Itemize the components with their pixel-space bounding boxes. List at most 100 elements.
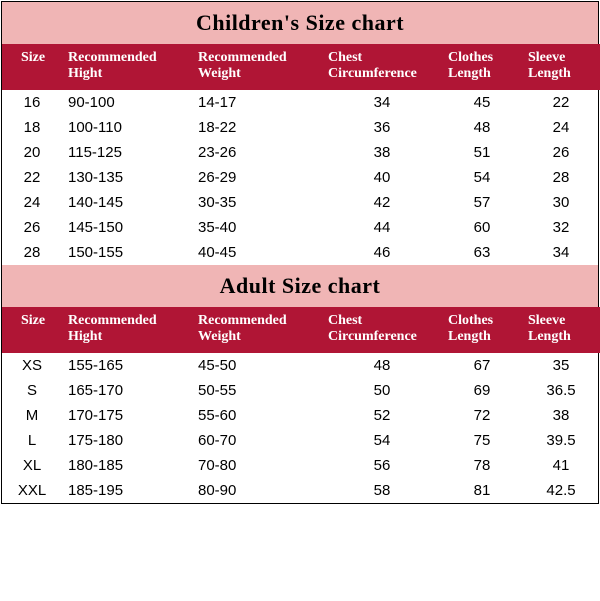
cell: 180-185 [62, 453, 192, 478]
cell: 16 [2, 90, 62, 115]
table-row: XL180-18570-80567841 [2, 453, 600, 478]
children-body: 1690-10014-1734452218100-11018-223648242… [2, 90, 600, 265]
cell: 48 [442, 115, 522, 140]
col-weight: RecommendedWeight [192, 44, 322, 90]
cell: 100-110 [62, 115, 192, 140]
table-row: 1690-10014-17344522 [2, 90, 600, 115]
cell: 42 [322, 190, 442, 215]
cell: 42.5 [522, 478, 600, 503]
cell: L [2, 428, 62, 453]
cell: 32 [522, 215, 600, 240]
cell: 185-195 [62, 478, 192, 503]
cell: 35-40 [192, 215, 322, 240]
cell: 30 [522, 190, 600, 215]
cell: 170-175 [62, 403, 192, 428]
table-row: 28150-15540-45466334 [2, 240, 600, 265]
cell: 81 [442, 478, 522, 503]
children-title: Children's Size chart [2, 2, 598, 44]
cell: 165-170 [62, 378, 192, 403]
col-weight: RecommendedWeight [192, 307, 322, 353]
cell: 78 [442, 453, 522, 478]
cell: 14-17 [192, 90, 322, 115]
cell: 30-35 [192, 190, 322, 215]
col-size: Size [2, 44, 62, 90]
cell: 35 [522, 353, 600, 378]
table-row: L175-18060-70547539.5 [2, 428, 600, 453]
cell: 28 [522, 165, 600, 190]
cell: 18 [2, 115, 62, 140]
cell: 36.5 [522, 378, 600, 403]
cell: 55-60 [192, 403, 322, 428]
cell: 46 [322, 240, 442, 265]
cell: 45-50 [192, 353, 322, 378]
table-row: M170-17555-60527238 [2, 403, 600, 428]
col-sleeve: SleeveLength [522, 44, 600, 90]
cell: 34 [322, 90, 442, 115]
cell: 80-90 [192, 478, 322, 503]
cell: 48 [322, 353, 442, 378]
col-sleeve: SleeveLength [522, 307, 600, 353]
cell: 155-165 [62, 353, 192, 378]
cell: 23-26 [192, 140, 322, 165]
children-header-row: Size RecommendedHight RecommendedWeight … [2, 44, 600, 90]
cell: 51 [442, 140, 522, 165]
cell: 36 [322, 115, 442, 140]
cell: 69 [442, 378, 522, 403]
cell: 38 [522, 403, 600, 428]
cell: 39.5 [522, 428, 600, 453]
cell: 28 [2, 240, 62, 265]
cell: 22 [522, 90, 600, 115]
cell: XXL [2, 478, 62, 503]
cell: 50-55 [192, 378, 322, 403]
adult-body: XS155-16545-50486735S165-17050-55506936.… [2, 353, 600, 503]
cell: XL [2, 453, 62, 478]
adult-table: Size RecommendedHight RecommendedWeight … [2, 307, 600, 503]
cell: 130-135 [62, 165, 192, 190]
cell: 40-45 [192, 240, 322, 265]
cell: 58 [322, 478, 442, 503]
cell: S [2, 378, 62, 403]
cell: 175-180 [62, 428, 192, 453]
col-size: Size [2, 307, 62, 353]
cell: 41 [522, 453, 600, 478]
col-chest: ChestCircumference [322, 44, 442, 90]
cell: 54 [442, 165, 522, 190]
cell: 60 [442, 215, 522, 240]
adult-header-row: Size RecommendedHight RecommendedWeight … [2, 307, 600, 353]
col-chest: ChestCircumference [322, 307, 442, 353]
cell: 90-100 [62, 90, 192, 115]
cell: 72 [442, 403, 522, 428]
cell: XS [2, 353, 62, 378]
col-height: RecommendedHight [62, 44, 192, 90]
cell: 45 [442, 90, 522, 115]
table-row: S165-17050-55506936.5 [2, 378, 600, 403]
cell: M [2, 403, 62, 428]
cell: 150-155 [62, 240, 192, 265]
cell: 57 [442, 190, 522, 215]
cell: 22 [2, 165, 62, 190]
table-row: 18100-11018-22364824 [2, 115, 600, 140]
cell: 26 [522, 140, 600, 165]
children-table: Size RecommendedHight RecommendedWeight … [2, 44, 600, 265]
col-clothes: ClothesLength [442, 307, 522, 353]
cell: 52 [322, 403, 442, 428]
cell: 140-145 [62, 190, 192, 215]
cell: 44 [322, 215, 442, 240]
table-row: 26145-15035-40446032 [2, 215, 600, 240]
cell: 24 [522, 115, 600, 140]
table-row: XXL185-19580-90588142.5 [2, 478, 600, 503]
table-row: XS155-16545-50486735 [2, 353, 600, 378]
cell: 50 [322, 378, 442, 403]
cell: 145-150 [62, 215, 192, 240]
cell: 26-29 [192, 165, 322, 190]
cell: 75 [442, 428, 522, 453]
cell: 63 [442, 240, 522, 265]
col-height: RecommendedHight [62, 307, 192, 353]
cell: 56 [322, 453, 442, 478]
table-row: 24140-14530-35425730 [2, 190, 600, 215]
col-clothes: ClothesLength [442, 44, 522, 90]
adult-title: Adult Size chart [2, 265, 598, 307]
table-row: 20115-12523-26385126 [2, 140, 600, 165]
size-chart-container: Children's Size chart Size RecommendedHi… [1, 1, 599, 504]
cell: 18-22 [192, 115, 322, 140]
